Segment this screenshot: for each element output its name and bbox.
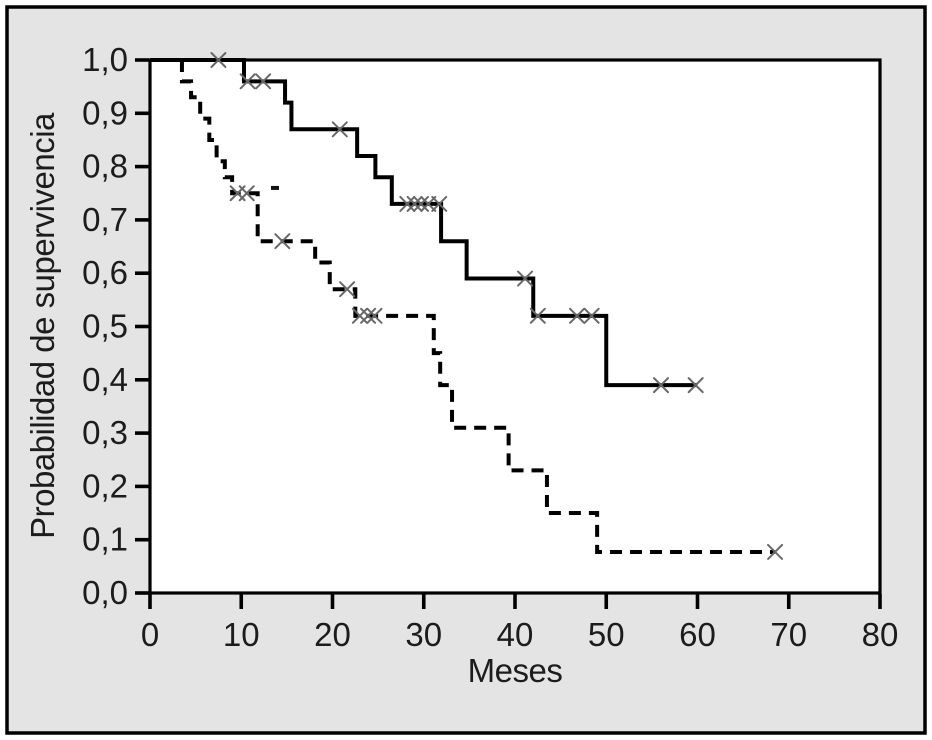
censor-x-mark xyxy=(360,307,377,324)
x-tick-label: 20 xyxy=(314,616,351,653)
y-tick-label: 0,8 xyxy=(82,148,128,185)
series-curves xyxy=(150,52,784,560)
x-tick-label: 0 xyxy=(141,616,159,653)
censor-x-mark xyxy=(274,233,291,250)
censor-x-mark xyxy=(255,73,272,90)
censor-x-mark xyxy=(653,377,669,394)
censor-x-mark xyxy=(366,307,383,324)
censor-x-mark xyxy=(331,121,348,138)
censor-x-mark xyxy=(239,73,256,90)
y-axis-ticks: 0,0 0,1 0,2 0,3 0,4 0,5 0,6 0,7 0,8 0,9 1,0 xyxy=(82,41,149,611)
plot-area xyxy=(148,58,882,595)
y-axis-title: Probabilidad de supervivencia xyxy=(24,112,61,539)
censor-x-mark xyxy=(569,307,586,324)
y-tick-label: 0,3 xyxy=(82,414,128,451)
censor-x-mark xyxy=(399,195,416,212)
censor-x-mark xyxy=(767,543,784,560)
censor-x-mark xyxy=(238,185,255,202)
censor-x-mark xyxy=(339,281,356,298)
censor-x-mark xyxy=(413,195,430,212)
censor-x-mark xyxy=(517,270,534,287)
y-tick-label: 0,9 xyxy=(82,94,128,131)
y-tick-label: 0,4 xyxy=(82,361,128,398)
x-tick-label: 30 xyxy=(405,616,442,653)
x-tick-label: 60 xyxy=(679,616,716,653)
x-tick-label: 40 xyxy=(497,616,534,653)
y-tick-label: 0,6 xyxy=(82,254,128,291)
x-tick-label: 10 xyxy=(223,616,260,653)
x-tick-label: 50 xyxy=(588,616,625,653)
censor-x-mark xyxy=(420,195,437,212)
y-tick-label: 0,1 xyxy=(82,521,128,558)
censor-x-mark xyxy=(583,307,600,324)
censor-x-mark xyxy=(406,195,423,212)
censor-x-mark xyxy=(687,377,704,394)
censor-x-mark xyxy=(210,52,227,68)
x-axis-ticks: 0 10 20 30 40 50 60 70 80 xyxy=(141,594,899,653)
censor-x-mark xyxy=(431,195,448,212)
x-tick-label: 70 xyxy=(770,616,807,653)
series-survival-group-dashed-curve xyxy=(179,60,776,554)
x-tick-label: 80 xyxy=(862,616,899,653)
y-tick-label: 0,5 xyxy=(82,308,128,345)
series-survival-group-solid-curve xyxy=(150,58,698,388)
y-tick-label: 0,7 xyxy=(82,201,128,238)
y-tick-label: 1,0 xyxy=(82,41,128,78)
censor-x-mark xyxy=(529,307,546,324)
x-axis-title: Meses xyxy=(468,652,563,689)
y-tick-label: 0,0 xyxy=(82,574,128,611)
y-tick-label: 0,2 xyxy=(82,467,128,504)
